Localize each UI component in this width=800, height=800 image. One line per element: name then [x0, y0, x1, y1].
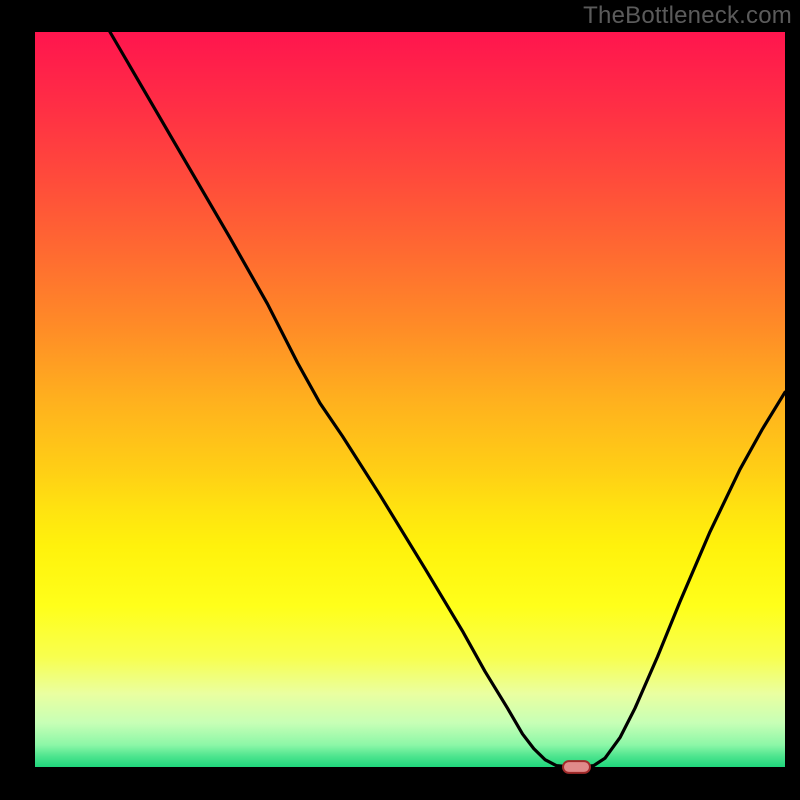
optimal-point-marker — [563, 761, 590, 773]
watermark-label: TheBottleneck.com — [583, 2, 792, 30]
gradient-background — [35, 32, 785, 767]
bottleneck-chart — [0, 0, 800, 800]
chart-frame: { "watermark": { "text": "TheBottleneck.… — [0, 0, 800, 800]
